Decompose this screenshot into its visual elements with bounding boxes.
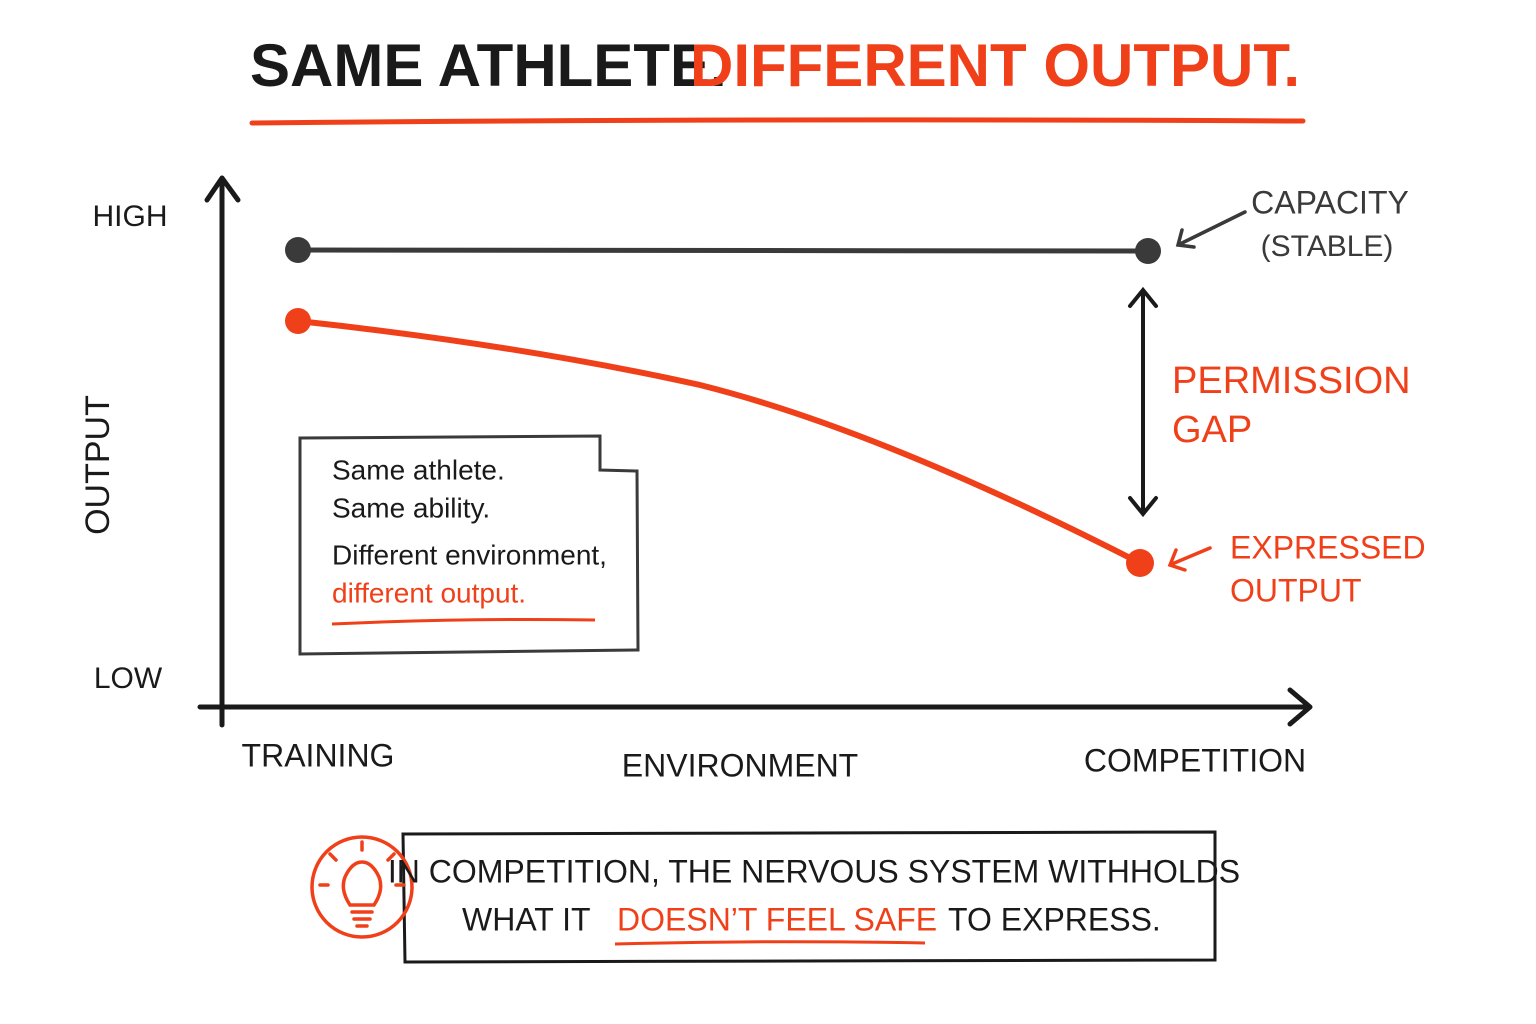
axes (197, 175, 1313, 728)
capacity-arrow (1175, 210, 1247, 249)
output-dot (1126, 549, 1154, 577)
note-underline (331, 618, 596, 626)
x-axis-label: ENVIRONMENT (622, 747, 858, 783)
title-part1: SAME ATHLETE. (250, 32, 727, 99)
title-part2: DIFFERENT OUTPUT. (690, 32, 1300, 99)
expressed-label: EXPRESSED (1230, 529, 1426, 565)
expressed-label: OUTPUT (1230, 572, 1362, 608)
x-start: TRAINING (242, 737, 395, 773)
y-high: HIGH (93, 200, 168, 233)
note-box (298, 434, 640, 656)
footer-line: IN COMPETITION, THE NERVOUS SYSTEM WITHH… (388, 853, 1240, 889)
title-underline (249, 117, 1306, 126)
y-axis-label: OUTPUT (79, 395, 117, 535)
y-low: LOW (94, 662, 163, 695)
capacity-label: CAPACITY (1251, 184, 1409, 220)
footer-box (401, 830, 1217, 964)
footer-highlight: DOESN’T FEEL SAFE (617, 901, 937, 937)
gap-arrow (1128, 286, 1158, 518)
expressed-arrow (1167, 546, 1212, 572)
capacity-sub: (STABLE) (1261, 230, 1394, 263)
gap-label: GAP (1172, 409, 1252, 451)
capacity-dot (285, 237, 311, 263)
footer-underline (614, 940, 926, 946)
gap-label: PERMISSION (1172, 360, 1411, 402)
footer-text: WHAT IT (462, 901, 591, 937)
output-line (295, 318, 1143, 566)
note-line: Same ability. (332, 492, 490, 523)
capacity-dot (1135, 238, 1161, 264)
note-line: Same athlete. (332, 454, 505, 485)
note-line: Different environment, (332, 539, 607, 570)
bulb-icon (310, 835, 414, 939)
footer-text: TO EXPRESS. (948, 901, 1161, 937)
output-dot (285, 308, 311, 334)
note-line: different output. (332, 577, 526, 608)
x-end: COMPETITION (1084, 742, 1306, 778)
capacity-line (297, 247, 1149, 254)
